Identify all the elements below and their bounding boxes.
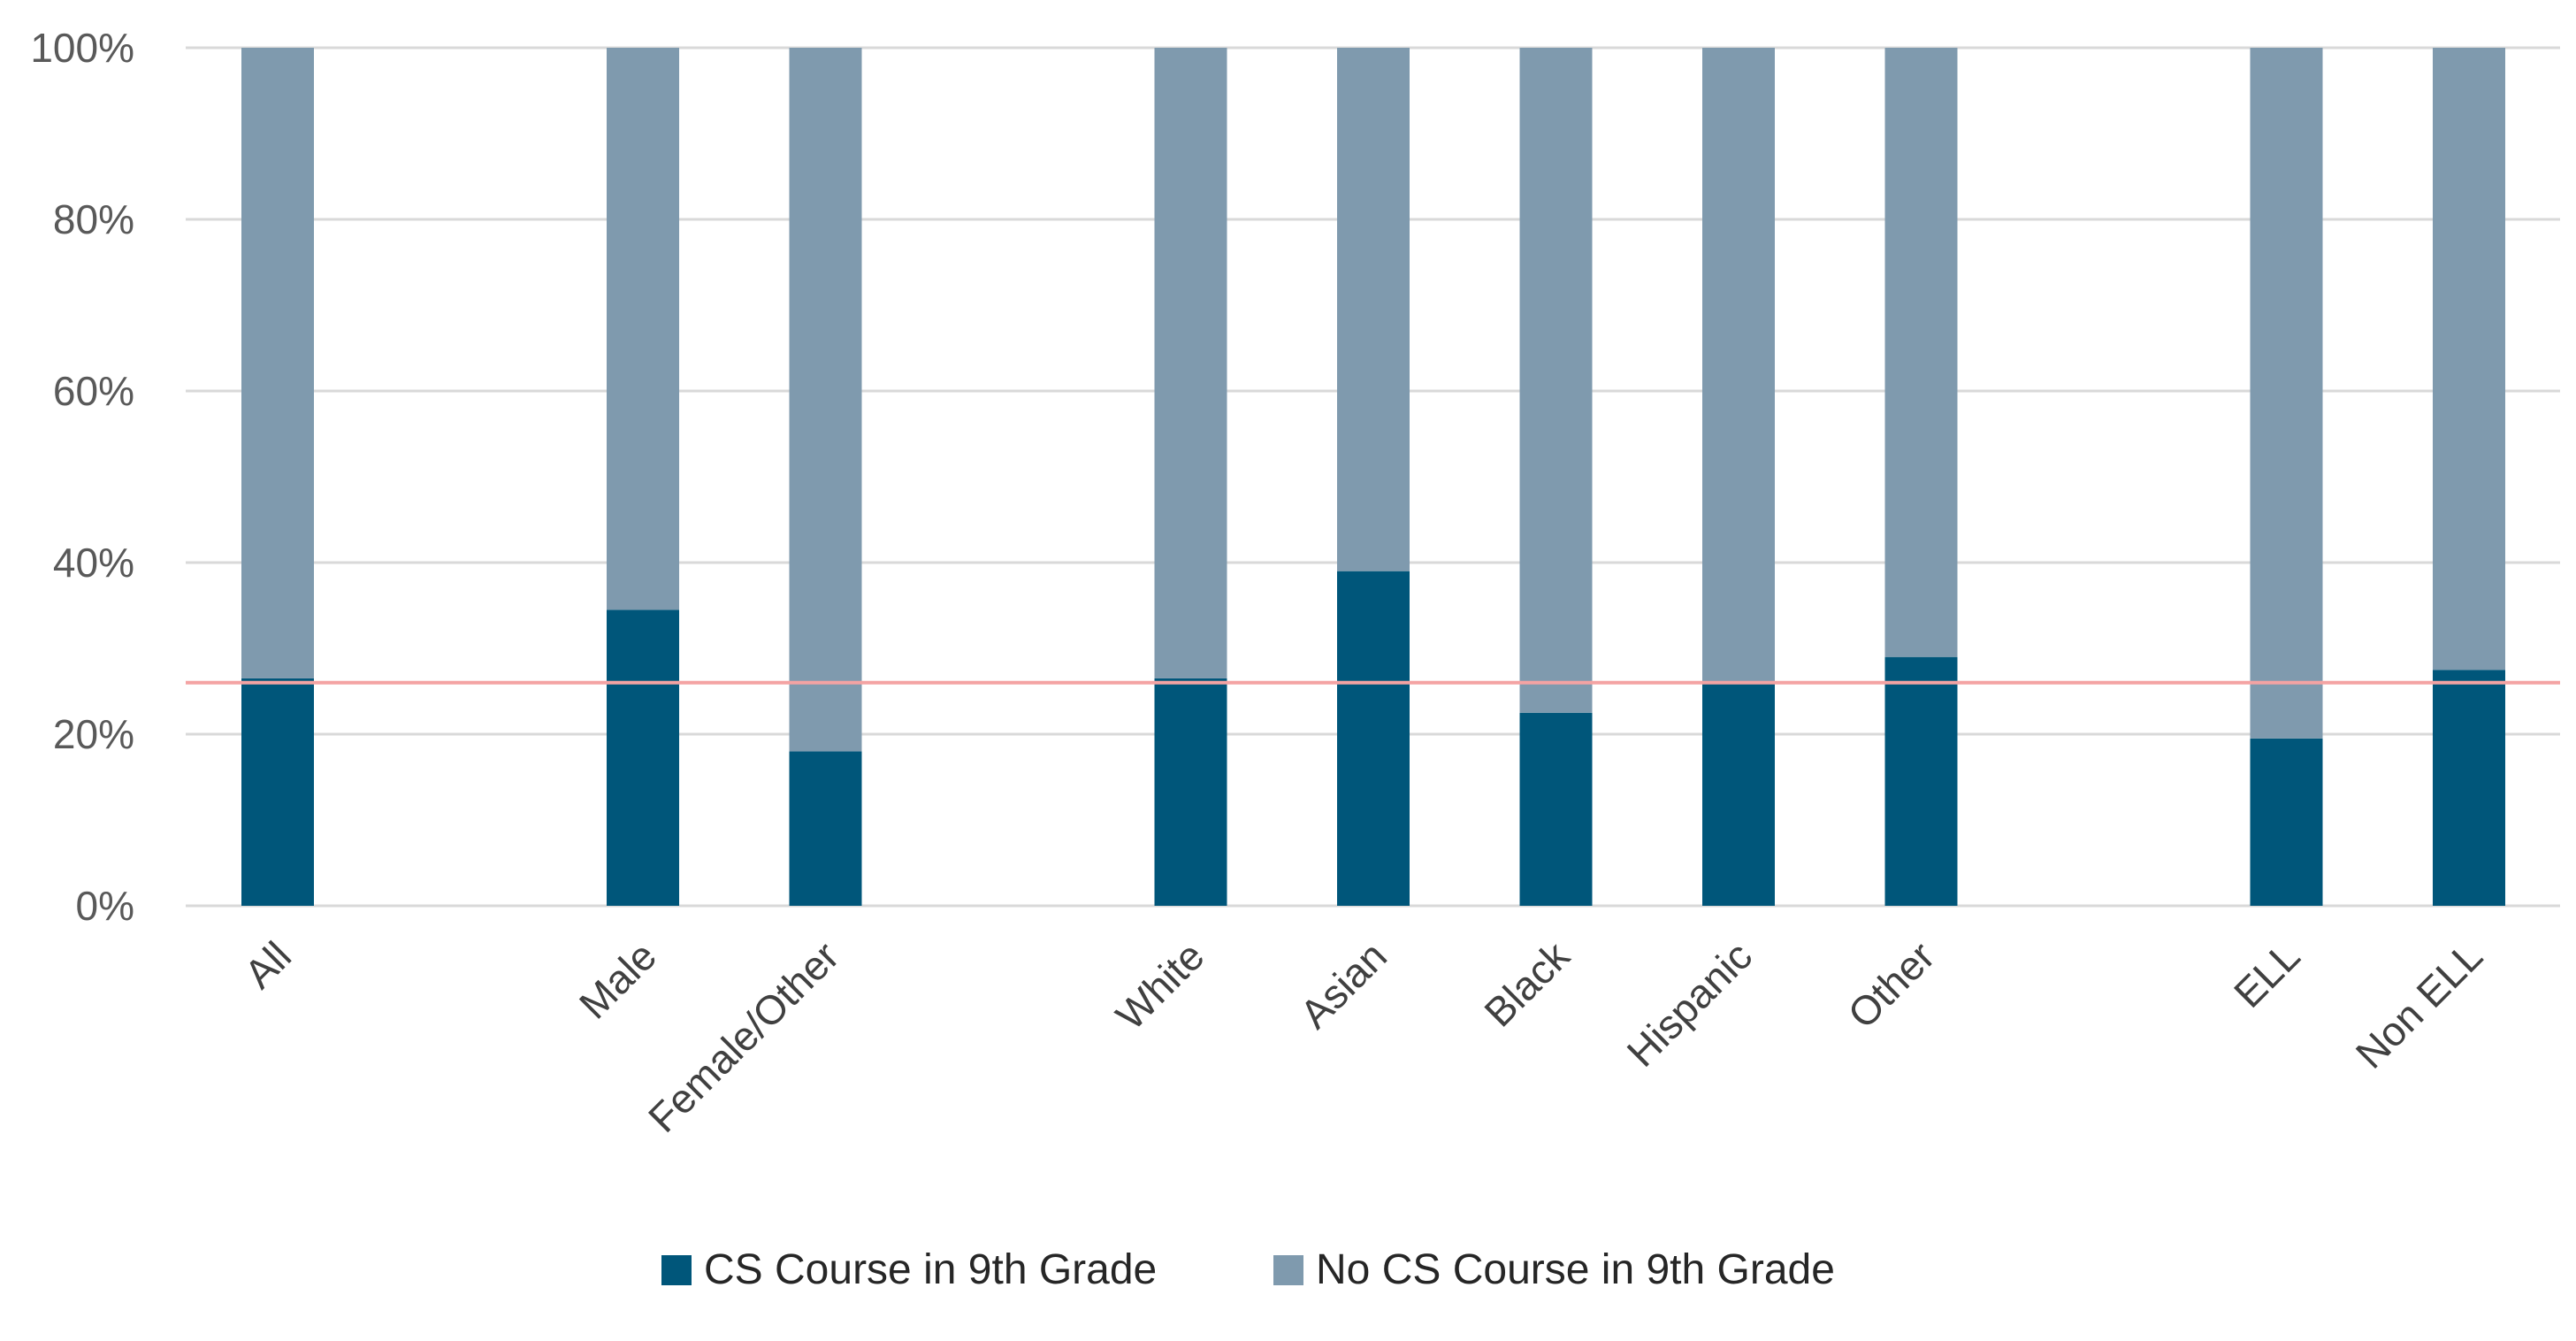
bar-cs-course-other: [1884, 656, 1958, 906]
x-tick-label: Non ELL: [2347, 932, 2491, 1077]
y-tick-label: 60%: [53, 368, 134, 414]
bar-cs-course-black: [1519, 712, 1593, 906]
y-tick-label: 0%: [76, 883, 134, 929]
bar-cs-course-male: [607, 609, 679, 906]
x-tick-label: Other: [1838, 932, 1943, 1037]
bar-no-cs-course-other: [1884, 48, 1958, 657]
x-tick-label: Black: [1475, 932, 1578, 1036]
bar-cs-course-non-ell: [2433, 670, 2505, 906]
bar-cs-course-all: [241, 678, 314, 906]
bar-no-cs-course-all: [241, 48, 314, 678]
legend: CS Course in 9th Grade No CS Course in 9t…: [661, 1246, 1835, 1293]
bar-cs-course-hispanic: [1702, 682, 1775, 906]
bar-no-cs-course-ell: [2250, 48, 2323, 739]
bar-cs-course-ell: [2250, 738, 2323, 906]
x-tick-label: Male: [570, 932, 665, 1027]
bar-no-cs-course-white: [1154, 48, 1227, 678]
legend-label: CS Course in 9th Grade: [704, 1246, 1157, 1293]
x-tick-label: Hispanic: [1618, 932, 1762, 1076]
y-tick-label: 100%: [30, 25, 134, 71]
bar-cs-course-white: [1154, 678, 1227, 906]
bar-no-cs-course-male: [607, 48, 679, 610]
bar-cs-course-asian: [1337, 571, 1410, 906]
legend-swatch-cs-course: [661, 1255, 692, 1285]
y-tick-label: 20%: [53, 711, 134, 757]
x-tick-label: Female/Other: [639, 932, 848, 1141]
y-axis-ticks: 0% 20% 40% 60% 80% 100%: [30, 25, 134, 929]
bar-no-cs-course-non-ell: [2433, 48, 2505, 670]
bar-no-cs-course-female-other: [789, 48, 862, 752]
x-tick-label: Asian: [1291, 932, 1395, 1037]
x-tick-label: All: [235, 932, 300, 997]
bar-no-cs-course-black: [1519, 48, 1593, 713]
bars: [241, 48, 2505, 906]
bar-no-cs-course-asian: [1337, 48, 1410, 571]
bar-cs-course-female-other: [789, 751, 862, 906]
x-tick-label: ELL: [2225, 932, 2309, 1016]
bar-no-cs-course-hispanic: [1702, 48, 1775, 683]
y-tick-label: 80%: [53, 196, 134, 242]
x-tick-label: White: [1107, 932, 1213, 1038]
legend-swatch-no-cs-course: [1273, 1255, 1303, 1285]
y-tick-label: 40%: [53, 540, 134, 586]
legend-label: No CS Course in 9th Grade: [1316, 1246, 1835, 1293]
